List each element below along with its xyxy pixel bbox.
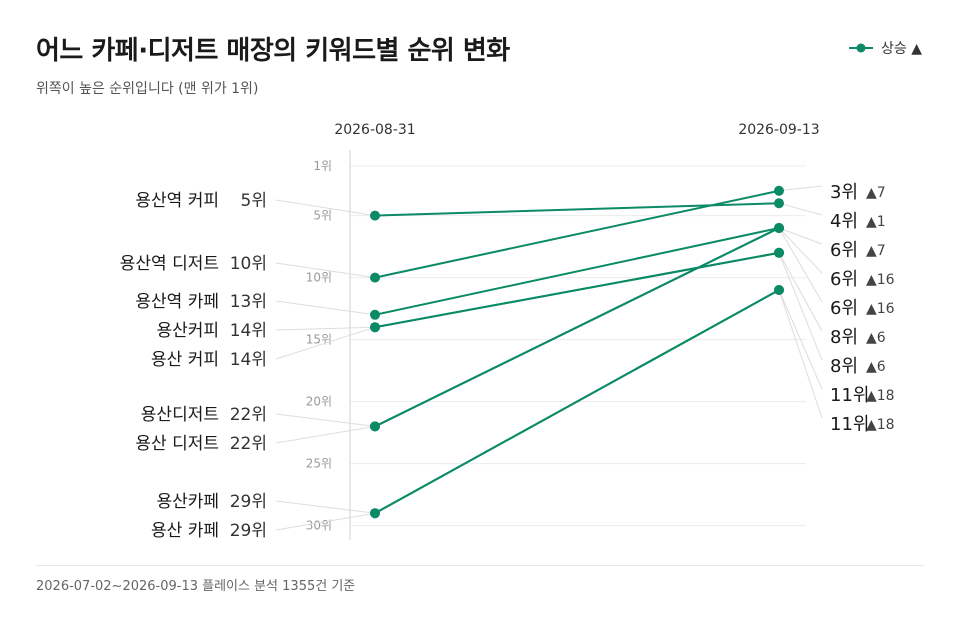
- footer-divider: [36, 565, 924, 566]
- y-tick-label: 25위: [306, 457, 332, 471]
- keyword-label: 용산 카페: [151, 521, 219, 541]
- change-label: ▲6: [866, 359, 886, 375]
- keyword-label: 용산카페: [156, 492, 219, 512]
- slope-chart: 2026-08-31 2026-09-131위5위10위15위20위25위30위5…: [120, 122, 895, 541]
- legend-line-dot-icon: [849, 43, 874, 53]
- chart-title: 어느 카페·디저트 매장의 키워드별 순위 변화: [36, 36, 510, 66]
- series-line: [374, 289, 780, 515]
- end-point: [774, 247, 784, 258]
- left-connector: [275, 500, 376, 514]
- left-connector: [275, 413, 376, 427]
- y-tick-label: 20위: [306, 395, 332, 409]
- change-label: ▲16: [866, 272, 895, 288]
- series-line: [374, 251, 780, 329]
- start-rank-label: 14위: [230, 321, 267, 341]
- change-label: ▲16: [866, 301, 895, 317]
- left-connector: [275, 199, 376, 217]
- right-connector: [778, 289, 823, 419]
- start-rank-label: 22위: [230, 405, 267, 425]
- left-connector: [275, 425, 376, 444]
- start-point: [370, 322, 380, 333]
- change-label: ▲1: [866, 214, 886, 230]
- start-point: [370, 421, 380, 432]
- keyword-label: 용산커피: [156, 321, 219, 341]
- x-label-0: 2026-08-31: [334, 122, 415, 138]
- end-rank-label: 11위: [830, 414, 869, 435]
- series-line: [374, 227, 780, 428]
- end-rank-label: 8위: [830, 327, 858, 348]
- keyword-label: 용산디저트: [141, 405, 219, 425]
- footer-note: 2026-07-02~2026-09-13 플레이스 분석 1355건 기준: [36, 579, 356, 594]
- start-rank-label: 29위: [230, 492, 267, 512]
- start-rank-label: 5위: [241, 191, 267, 211]
- end-rank-label: 6위: [830, 240, 858, 261]
- start-point: [370, 272, 380, 283]
- end-point: [774, 198, 784, 209]
- keyword-label: 용산 커피: [151, 350, 219, 370]
- y-tick-label: 10위: [306, 271, 332, 285]
- start-rank-label: 10위: [230, 254, 267, 274]
- series-line: [374, 227, 780, 316]
- legend: 상승 ▲: [849, 38, 922, 58]
- end-rank-label: 4위: [830, 211, 858, 232]
- chart-subtitle: 위쪽이 높은 순위입니다 (맨 위가 1위): [36, 81, 259, 97]
- change-label: ▲18: [866, 388, 895, 404]
- right-connector: [778, 252, 823, 361]
- keyword-label: 용산역 커피: [135, 191, 219, 211]
- end-rank-label: 8위: [830, 356, 858, 377]
- right-connector: [778, 227, 823, 245]
- change-label: ▲6: [866, 330, 886, 346]
- series-line: [374, 189, 780, 279]
- right-connector: [778, 227, 823, 303]
- start-rank-label: 29위: [230, 521, 267, 541]
- end-point: [774, 285, 784, 295]
- end-rank-label: 6위: [830, 298, 858, 319]
- right-connector: [778, 185, 823, 192]
- series-line: [374, 202, 780, 217]
- keyword-label: 용산역 디저트: [120, 254, 219, 274]
- end-point: [774, 223, 784, 233]
- left-connector: [275, 326, 376, 360]
- keyword-label: 용산 디저트: [135, 434, 219, 454]
- x-label-1: 2026-09-13: [738, 122, 819, 138]
- end-rank-label: 6위: [830, 269, 858, 290]
- change-label: ▲7: [866, 185, 886, 201]
- start-rank-label: 22위: [230, 434, 267, 454]
- start-point: [370, 508, 380, 519]
- left-connector: [275, 300, 376, 316]
- start-rank-label: 14위: [230, 350, 267, 370]
- end-rank-label: 11위: [830, 385, 869, 406]
- start-point: [370, 309, 380, 320]
- right-connector: [778, 227, 823, 274]
- end-point: [774, 185, 784, 196]
- right-connector: [778, 289, 823, 390]
- right-connector: [778, 202, 823, 216]
- start-point: [370, 210, 380, 221]
- change-label: ▲18: [866, 417, 895, 433]
- start-rank-label: 13위: [230, 292, 267, 312]
- left-connector: [275, 326, 376, 331]
- y-tick-label: 15위: [306, 333, 332, 347]
- left-connector: [275, 512, 376, 531]
- legend-label: 상승 ▲: [881, 41, 922, 57]
- change-label: ▲7: [866, 243, 886, 259]
- y-tick-label: 5위: [313, 209, 332, 223]
- keyword-label: 용산역 카페: [135, 292, 219, 312]
- left-connector: [275, 262, 376, 279]
- y-tick-label: 1위: [313, 159, 332, 173]
- end-rank-label: 3위: [830, 182, 858, 203]
- right-connector: [778, 252, 823, 332]
